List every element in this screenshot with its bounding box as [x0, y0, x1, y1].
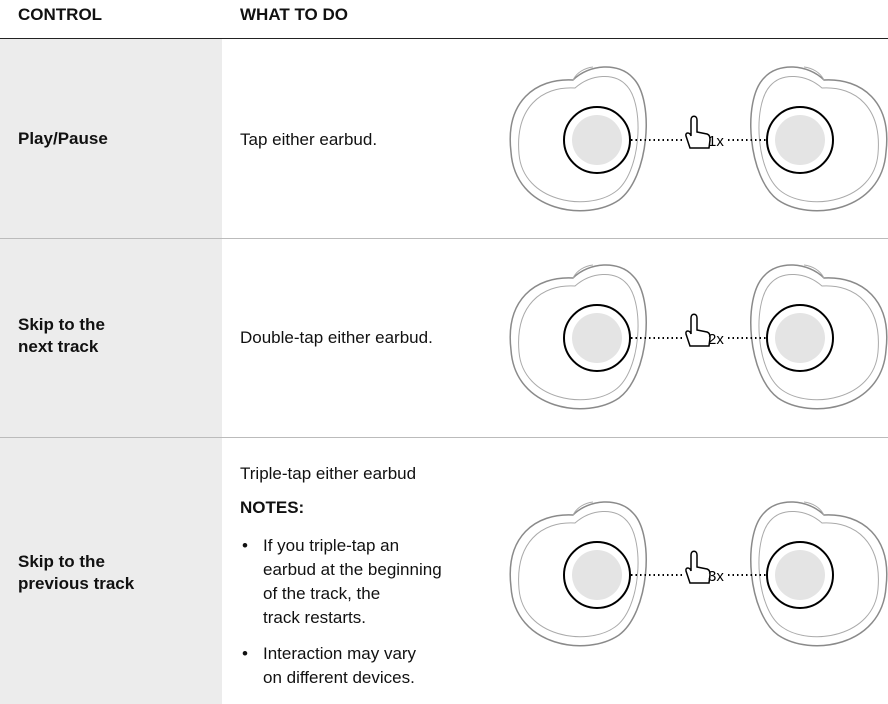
earbud-tip [803, 501, 825, 516]
earbud [509, 501, 647, 647]
earbud [750, 66, 888, 212]
note-line: earbud at the beginning [263, 560, 442, 579]
earbud-edge [758, 76, 879, 203]
control-label: next track [18, 337, 99, 356]
touch-area [775, 550, 825, 600]
earbud [509, 264, 647, 410]
tap-count: 2x [708, 331, 724, 348]
earbud-edge [518, 511, 639, 638]
tap-count: 3x [708, 568, 724, 585]
earbud-edge [518, 274, 639, 401]
touch-area [775, 313, 825, 363]
action-text: Tap either earbud. [240, 130, 378, 149]
control-label: previous track [18, 574, 135, 593]
bullet: • [242, 644, 248, 663]
earbud-edge [758, 274, 879, 401]
earbud [509, 66, 647, 212]
finger-icon [685, 115, 711, 149]
finger-icon [685, 550, 711, 584]
column-header: CONTROL [18, 5, 103, 24]
earbud-tip [572, 264, 594, 279]
touch-area [572, 550, 622, 600]
touch-area [572, 313, 622, 363]
earbud-tip [803, 264, 825, 279]
control-label: Skip to the [18, 315, 105, 334]
earbud-edge [518, 76, 639, 203]
note-line: of the track, the [263, 584, 381, 603]
touch-area [775, 115, 825, 165]
finger-icon [685, 313, 711, 347]
header-rule [0, 38, 888, 39]
earbud [750, 501, 888, 647]
notes-heading: NOTES: [240, 498, 305, 517]
control-column [0, 39, 222, 704]
note-line: track restarts. [263, 608, 366, 627]
action-text: Double-tap either earbud. [240, 328, 433, 347]
earbud [750, 264, 888, 410]
earbud-tip [803, 66, 825, 81]
note-line: If you triple-tap an [263, 536, 400, 555]
bullet: • [242, 536, 248, 555]
earbud-edge [758, 511, 879, 638]
touch-area [572, 115, 622, 165]
column-header: WHAT TO DO [240, 5, 348, 24]
earbud-tip [572, 501, 594, 516]
control-label: Skip to the [18, 552, 105, 571]
row-rule [0, 238, 888, 239]
earbud-tip [572, 66, 594, 81]
action-text: Triple-tap either earbud [240, 464, 417, 483]
note-line: Interaction may vary [263, 644, 417, 663]
control-label: Play/Pause [18, 129, 108, 148]
tap-count: 1x [708, 133, 724, 150]
note-line: on different devices. [263, 668, 415, 687]
row-rule [0, 437, 888, 438]
